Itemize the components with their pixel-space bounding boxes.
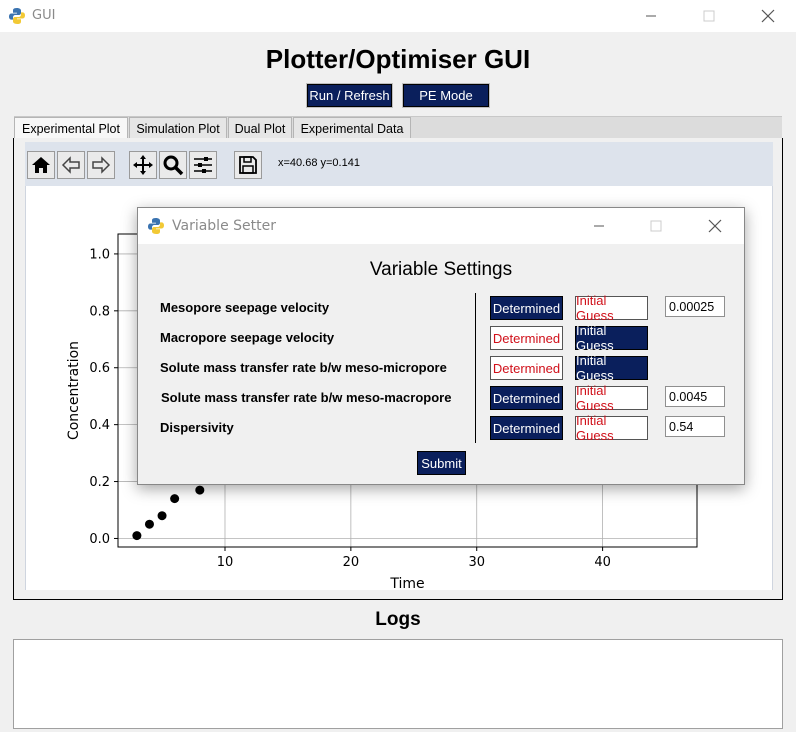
- data-point: [195, 485, 205, 495]
- x-tick-label: 30: [468, 555, 485, 570]
- initial-guess-button[interactable]: Initial Guess: [575, 293, 648, 323]
- y-tick-label: 1.0: [89, 247, 110, 262]
- y-tick-label: 0.8: [89, 304, 110, 319]
- plot-toolbar: x=40.68 y=0.141: [25, 142, 773, 188]
- initial-guess-button[interactable]: Initial Guess: [575, 383, 648, 413]
- cursor-coordinates: x=40.68 y=0.141: [278, 157, 360, 169]
- x-tick-label: 20: [343, 555, 360, 570]
- variable-label: Solute mass transfer rate b/w meso-macro…: [161, 390, 452, 405]
- value-field[interactable]: [665, 416, 725, 437]
- data-point: [144, 519, 154, 529]
- tab-simulation-plot[interactable]: Simulation Plot: [129, 117, 227, 139]
- x-tick-label: 10: [217, 555, 234, 570]
- close-icon: [708, 219, 722, 233]
- variable-label: Solute mass transfer rate b/w meso-micro…: [160, 360, 447, 375]
- maximize-icon: [650, 220, 662, 232]
- dialog-title: Variable Setter: [172, 218, 276, 234]
- y-tick-label: 0.6: [89, 361, 110, 376]
- y-tick-label: 0.4: [89, 418, 110, 433]
- data-point: [170, 494, 180, 504]
- home-button[interactable]: [27, 151, 55, 179]
- maximize-icon: [703, 10, 715, 22]
- determined-button[interactable]: Determined: [490, 326, 563, 350]
- determined-button[interactable]: Determined: [490, 296, 563, 320]
- tab-experimental-data[interactable]: Experimental Data: [293, 117, 411, 139]
- home-icon: [32, 157, 50, 173]
- logs-textbox[interactable]: [13, 639, 783, 729]
- back-arrow-icon: [61, 156, 80, 174]
- value-field[interactable]: [665, 386, 725, 407]
- close-icon: [761, 9, 775, 23]
- dialog-heading: Variable Settings: [369, 259, 513, 280]
- minimize-button[interactable]: [628, 0, 674, 32]
- dialog-minimize-button[interactable]: [576, 210, 622, 242]
- close-button[interactable]: [745, 0, 791, 32]
- data-point: [157, 511, 167, 521]
- minimize-icon: [646, 15, 656, 17]
- dialog-maximize-button[interactable]: [633, 210, 679, 242]
- x-axis-label: Time: [389, 576, 424, 590]
- initial-guess-button[interactable]: Initial Guess: [575, 413, 648, 443]
- back-button[interactable]: [57, 151, 85, 179]
- maximize-button[interactable]: [686, 0, 732, 32]
- save-figure-button[interactable]: [234, 151, 262, 179]
- forward-button[interactable]: [87, 151, 115, 179]
- page-title: Plotter/Optimiser GUI: [265, 44, 531, 74]
- logs-title: Logs: [375, 609, 421, 630]
- variable-setter-dialog: Variable Setter Variable Settings Mesopo…: [137, 207, 745, 485]
- determined-button[interactable]: Determined: [490, 356, 563, 380]
- variable-label: Dispersivity: [160, 420, 234, 435]
- save-icon: [239, 156, 257, 174]
- notebook-tabs: Experimental Plot Simulation Plot Dual P…: [14, 116, 782, 140]
- y-axis-label: Concentration: [66, 341, 82, 440]
- dialog-titlebar: Variable Setter: [138, 208, 744, 244]
- initial-guess-button[interactable]: Initial Guess: [575, 323, 648, 353]
- window-titlebar: GUI: [0, 0, 796, 32]
- pe-mode-button[interactable]: PE Mode: [402, 83, 490, 108]
- initial-guess-button[interactable]: Initial Guess: [575, 353, 648, 383]
- submit-button[interactable]: Submit: [417, 451, 466, 475]
- python-logo-icon: [148, 218, 164, 234]
- variable-label: Macropore seepage velocity: [160, 330, 335, 345]
- pan-button[interactable]: [129, 151, 157, 179]
- forward-arrow-icon: [92, 156, 111, 174]
- tab-dual-plot[interactable]: Dual Plot: [228, 117, 292, 139]
- zoom-button[interactable]: [159, 151, 187, 179]
- x-tick-label: 40: [594, 555, 611, 570]
- column-separator: [475, 293, 476, 443]
- y-tick-label: 0.2: [89, 475, 110, 490]
- tab-experimental-plot[interactable]: Experimental Plot: [14, 117, 128, 140]
- zoom-icon: [163, 155, 184, 176]
- determined-button[interactable]: Determined: [490, 386, 563, 410]
- python-logo-icon: [9, 8, 25, 24]
- configure-subplots-button[interactable]: [189, 151, 217, 179]
- variable-label: Mesopore seepage velocity: [160, 300, 330, 315]
- configure-subplots-icon: [194, 157, 212, 173]
- y-tick-label: 0.0: [89, 532, 110, 547]
- window-title: GUI: [32, 8, 56, 23]
- data-point: [132, 531, 142, 541]
- run-refresh-button[interactable]: Run / Refresh: [306, 83, 393, 108]
- pan-icon: [133, 155, 153, 175]
- value-field[interactable]: [665, 296, 725, 317]
- minimize-icon: [594, 225, 604, 227]
- determined-button[interactable]: Determined: [490, 416, 563, 440]
- dialog-close-button[interactable]: [692, 210, 738, 242]
